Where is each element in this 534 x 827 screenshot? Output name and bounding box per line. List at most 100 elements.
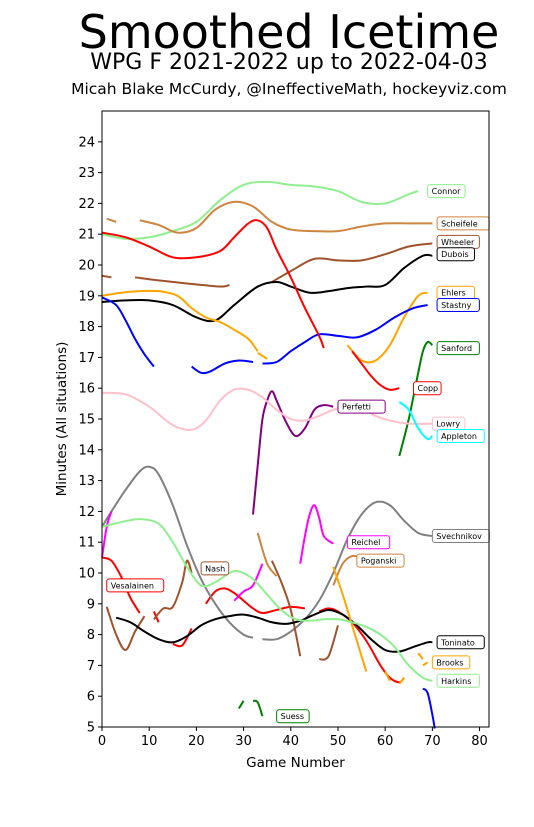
y-tick-label: 16 (78, 382, 95, 397)
x-tick-label: 10 (141, 734, 158, 749)
series-line-brooks (417, 652, 424, 660)
chart-byline: Micah Blake McCurdy, @IneffectiveMath, h… (71, 80, 507, 98)
series-line-brooks (332, 566, 368, 672)
x-tick-label: 40 (283, 734, 300, 749)
series-label-text: Appleton (441, 432, 477, 441)
series-line-wheeler (134, 276, 230, 288)
y-axis-label: Minutes (All situations) (54, 342, 70, 497)
series-label-vesalainen: Vesalainen (106, 578, 165, 593)
series-label-box (106, 578, 165, 593)
chart-subtitle: WPG F 2021-2022 up to 2022-04-03 (90, 50, 488, 75)
series-label-wheeler: Wheeler (436, 234, 480, 249)
y-tick-label: 19 (78, 289, 95, 304)
series-line-svechnikov (101, 465, 254, 639)
series-label-box (412, 381, 442, 396)
series-label-text: Sanford (441, 344, 472, 353)
y-tick-label: 13 (78, 474, 95, 489)
x-tick-label: 70 (424, 734, 441, 749)
series-label-box (346, 535, 391, 550)
series-label-poganski: Poganski (356, 553, 405, 568)
series-line-copp (101, 219, 325, 349)
y-tick-label: 7 (87, 659, 95, 674)
x-tick-label: 80 (471, 734, 488, 749)
series-line-copp (101, 556, 141, 614)
series-label-svechnikov: Svechnikov (431, 529, 490, 544)
y-tick-label: 22 (78, 197, 95, 212)
y-tick-label: 12 (78, 505, 95, 520)
series-line-nash (153, 559, 193, 620)
series-line-copp (205, 587, 306, 615)
series-line-toninato (115, 608, 433, 653)
series-label-text: Stastny (441, 301, 471, 310)
series-label-text: Harkins (441, 677, 471, 686)
series-label-lowry: Lowry (431, 416, 466, 431)
y-tick-label: 17 (78, 351, 95, 366)
series-label-text: Wheeler (441, 238, 475, 247)
y-tick-label: 9 (87, 597, 95, 612)
x-tick-label: 60 (377, 734, 394, 749)
series-label-box (436, 673, 480, 688)
series-label-box (436, 247, 475, 262)
series-line-reichel (299, 504, 334, 564)
series-label-box (436, 428, 485, 443)
series-label-ehlers: Ehlers (436, 285, 475, 300)
series-line-copp (318, 607, 405, 684)
series-label-text: Perfetti (342, 403, 371, 412)
series-line-stastny (262, 304, 428, 365)
y-tick-label: 15 (78, 413, 95, 428)
series-line-perfetti (252, 390, 334, 515)
y-tick-label: 10 (78, 567, 95, 582)
series-label-dubois: Dubois (436, 247, 475, 262)
series-label-connor: Connor (427, 184, 466, 199)
series-line-wheeler (271, 242, 433, 283)
y-tick-label: 18 (78, 320, 95, 335)
series-label-box (337, 399, 386, 414)
series-label-text: Nash (205, 564, 225, 573)
series-line-ehlers (346, 291, 428, 364)
series-label-text: Poganski (361, 557, 397, 566)
series-label-text: Ehlers (441, 289, 466, 298)
series-line-brooks (384, 671, 391, 682)
series-label-text: Dubois (441, 250, 469, 259)
series-line-harkins (101, 518, 433, 682)
series-label-text: Toninato (440, 638, 475, 647)
series-line-nash (270, 560, 302, 657)
series-label-toninato: Toninato (436, 635, 485, 650)
series-line-nash (318, 625, 339, 661)
series-line-sanford (252, 699, 264, 717)
series-label-harkins: Harkins (436, 673, 480, 688)
series-line-ehlers (101, 289, 259, 352)
series-label-reichel: Reichel (346, 535, 391, 550)
y-tick-label: 14 (78, 443, 95, 458)
series-label-box (436, 635, 485, 650)
y-tick-label: 8 (87, 628, 95, 643)
series-label-text: Svechnikov (436, 532, 482, 541)
series-lines (101, 180, 436, 729)
series-label-copp: Copp (412, 381, 442, 396)
series-line-brooks (398, 677, 405, 685)
series-labels: Connor Scheifele Wheeler Dubois Ehlers Stastn… (106, 184, 490, 724)
y-tick-label: 21 (78, 228, 95, 243)
y-tick-label: 24 (78, 135, 95, 150)
series-line-copp (172, 627, 193, 648)
series-label-box (427, 184, 466, 199)
series-line-appleton (398, 401, 434, 441)
series-label-text: Connor (432, 187, 462, 196)
series-label-text: Copp (417, 384, 438, 393)
series-line-copp (351, 350, 400, 391)
series-label-box (431, 655, 471, 670)
series-label-box (436, 298, 480, 313)
series-label-box (276, 709, 310, 724)
series-label-box (200, 561, 230, 576)
series-label-scheifele: Scheifele (436, 216, 490, 231)
x-tick-label: 20 (188, 734, 205, 749)
series-label-text: Vesalainen (111, 581, 154, 590)
chart-title: Smoothed Icetime (78, 5, 500, 59)
series-label-box (356, 553, 405, 568)
series-label-appleton: Appleton (436, 428, 485, 443)
series-line-poganski (256, 532, 278, 577)
series-line-ehlers (257, 351, 268, 360)
series-line-dubois (101, 253, 433, 323)
series-line-connor (101, 180, 419, 240)
y-tick-label: 6 (87, 690, 95, 705)
